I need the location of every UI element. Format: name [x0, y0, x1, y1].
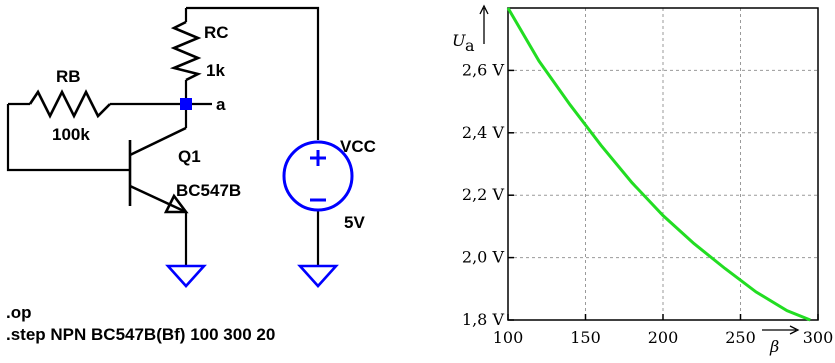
wire-base-loop	[6, 104, 130, 172]
resistor-rc: RC 1k	[169, 20, 229, 82]
wire-top	[186, 6, 320, 140]
y-axis-label: U a	[452, 4, 489, 55]
ground-vcc	[297, 264, 339, 288]
chart-grid	[508, 8, 818, 320]
y-tick-label: 2,6 V	[462, 60, 505, 79]
transistor-q1: Q1 BC547B	[128, 126, 241, 214]
resistor-rc-symbol	[169, 20, 202, 82]
y-tick-label: 2,2 V	[462, 185, 505, 204]
x-tick-label: 300	[803, 328, 834, 347]
rb-name: RB	[56, 67, 81, 86]
y-tick-label: 2,0 V	[462, 248, 505, 267]
rc-name: RC	[204, 23, 229, 42]
y-axis-label-sub: a	[465, 36, 475, 55]
voltage-source-vcc: VCC 5V	[282, 137, 376, 232]
rc-value: 1k	[206, 61, 225, 80]
q1-name: Q1	[178, 147, 201, 166]
vcc-plus	[310, 150, 326, 166]
vcc-name: VCC	[340, 137, 376, 156]
resistor-rb-symbol	[28, 89, 111, 119]
directive-op: .op	[6, 303, 32, 322]
node-a-label: a	[216, 95, 226, 114]
node-a-marker	[180, 98, 192, 110]
y-tick-label: 1,8 V	[462, 310, 505, 329]
q1-emitter	[129, 184, 187, 214]
vcc-circle	[282, 140, 354, 212]
chart: 100 150 200 250 300 1,8 V 2,0 V 2,2 V 2,4 V 2,6 V…	[452, 4, 833, 356]
x-axis-arrow-head	[789, 325, 800, 335]
q1-collector	[129, 126, 187, 157]
chart-series	[506, 7, 811, 322]
y-tick-label: 2,4 V	[462, 123, 505, 142]
rb-value: 100k	[52, 125, 90, 144]
series-line	[506, 7, 811, 322]
x-tick-label: 150	[570, 328, 601, 347]
directive-step: .step NPN BC547B(Bf) 100 300 20	[6, 325, 275, 344]
x-tick-label: 200	[648, 328, 679, 347]
y-axis-label-main: U	[452, 31, 466, 50]
x-axis-label: β	[762, 325, 800, 356]
x-axis-label-text: β	[769, 337, 779, 356]
x-tick-label: 100	[493, 328, 524, 347]
resistor-rb: RB 100k	[28, 67, 111, 144]
q1-emitter-arrow	[163, 193, 189, 214]
ground-emitter	[165, 264, 207, 288]
q1-model: BC547B	[176, 181, 241, 200]
chart-ticks: 100 150 200 250 300 1,8 V 2,0 V 2,2 V 2,4 V 2,6 V	[462, 60, 833, 347]
vcc-value: 5V	[344, 213, 365, 232]
x-tick-label: 250	[725, 328, 756, 347]
schematic: RC 1k RB 100k a Q1 BC547B VCC 5V	[6, 6, 376, 344]
y-axis-arrow-head	[479, 4, 489, 15]
wires	[6, 6, 320, 266]
